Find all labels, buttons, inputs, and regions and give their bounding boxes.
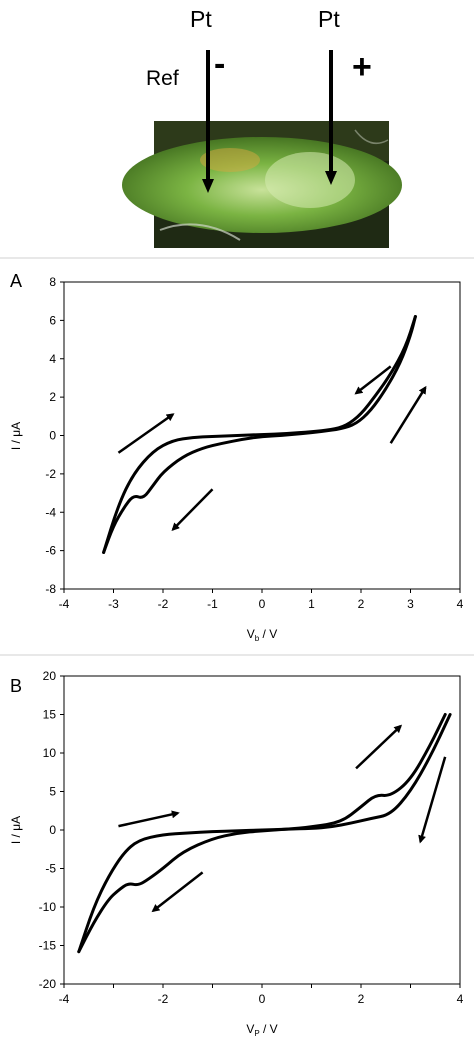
y-tick-label-a: -2	[45, 467, 56, 481]
x-tick-label-b: 0	[259, 992, 266, 1006]
y-axis-label-b: I / μA	[9, 816, 23, 844]
y-tick-label-b: -15	[39, 939, 57, 953]
stem-photo	[122, 121, 402, 248]
x-tick-label-a: 4	[457, 597, 464, 611]
x-tick-label-a: -3	[108, 597, 119, 611]
x-tick-label-a: -2	[158, 597, 169, 611]
sweep-curve-a-1	[102, 315, 417, 554]
sweep-direction-arrow-b-4	[151, 871, 204, 913]
sweep-direction-arrow-a-4	[171, 488, 214, 531]
minus-sign: -	[214, 45, 225, 83]
x-tick-label-b: 4	[457, 992, 464, 1006]
y-tick-label-a: 8	[49, 275, 56, 289]
y-tick-label-b: -10	[39, 900, 57, 914]
x-tick-label-a: 3	[407, 597, 414, 611]
panel-b-letter: B	[10, 676, 22, 696]
x-tick-label-a: -4	[59, 597, 70, 611]
y-axis-label-a: I / μA	[9, 422, 23, 450]
x-tick-label-b: 2	[358, 992, 365, 1006]
x-axis-label-a: Vb / V	[247, 627, 277, 643]
sweep-direction-arrow-a-1	[117, 413, 175, 454]
y-tick-label-b: 5	[49, 785, 56, 799]
y-tick-label-b: -5	[45, 862, 56, 876]
sweep-curve-a-2	[102, 315, 417, 554]
sweep-direction-arrow-b-3	[418, 756, 447, 844]
y-tick-label-a: 4	[49, 352, 56, 366]
x-tick-label-a: 0	[259, 597, 266, 611]
y-tick-label-b: 20	[43, 669, 57, 683]
sweep-direction-arrow-b-2	[355, 724, 403, 770]
reference-label: Ref	[146, 67, 179, 90]
x-tick-label-a: 2	[358, 597, 365, 611]
x-tick-label-a: 1	[308, 597, 315, 611]
sweep-direction-arrow-a-2	[354, 365, 392, 395]
chart-panel-a: A -4 -3 -2 -1 0 1 2 3 4 8 6 4 2 0 -2 -4 -6 -8 I / μA Vb /…	[9, 271, 464, 643]
y-tick-label-a: -4	[45, 505, 56, 519]
y-tick-label-b: 0	[49, 823, 56, 837]
y-tick-label-a: -8	[45, 582, 56, 596]
y-tick-label-b: 10	[43, 746, 57, 760]
electrode-diagram: Pt Pt Ref - +	[122, 6, 402, 248]
x-tick-label-b: -2	[158, 992, 169, 1006]
sweep-direction-arrow-a-3	[389, 385, 427, 444]
sweep-curve-b-1	[77, 713, 447, 954]
y-tick-label-a: 2	[49, 390, 56, 404]
x-tick-label-a: -1	[207, 597, 218, 611]
y-tick-label-b: 15	[43, 708, 57, 722]
y-tick-label-a: 6	[49, 313, 56, 327]
electrode-left-label: Pt	[190, 6, 212, 32]
panel-a-letter: A	[10, 271, 22, 291]
electrode-right-label: Pt	[318, 6, 340, 32]
plus-sign: +	[352, 48, 372, 86]
x-tick-label-b: -4	[59, 992, 70, 1006]
y-tick-label-a: -6	[45, 544, 56, 558]
sweep-curve-b-2	[77, 713, 452, 954]
y-tick-label-b: -20	[39, 977, 57, 991]
x-axis-label-b: VP / V	[246, 1022, 277, 1038]
sweep-direction-arrow-b-1	[118, 810, 180, 828]
y-tick-label-a: 0	[49, 429, 56, 443]
